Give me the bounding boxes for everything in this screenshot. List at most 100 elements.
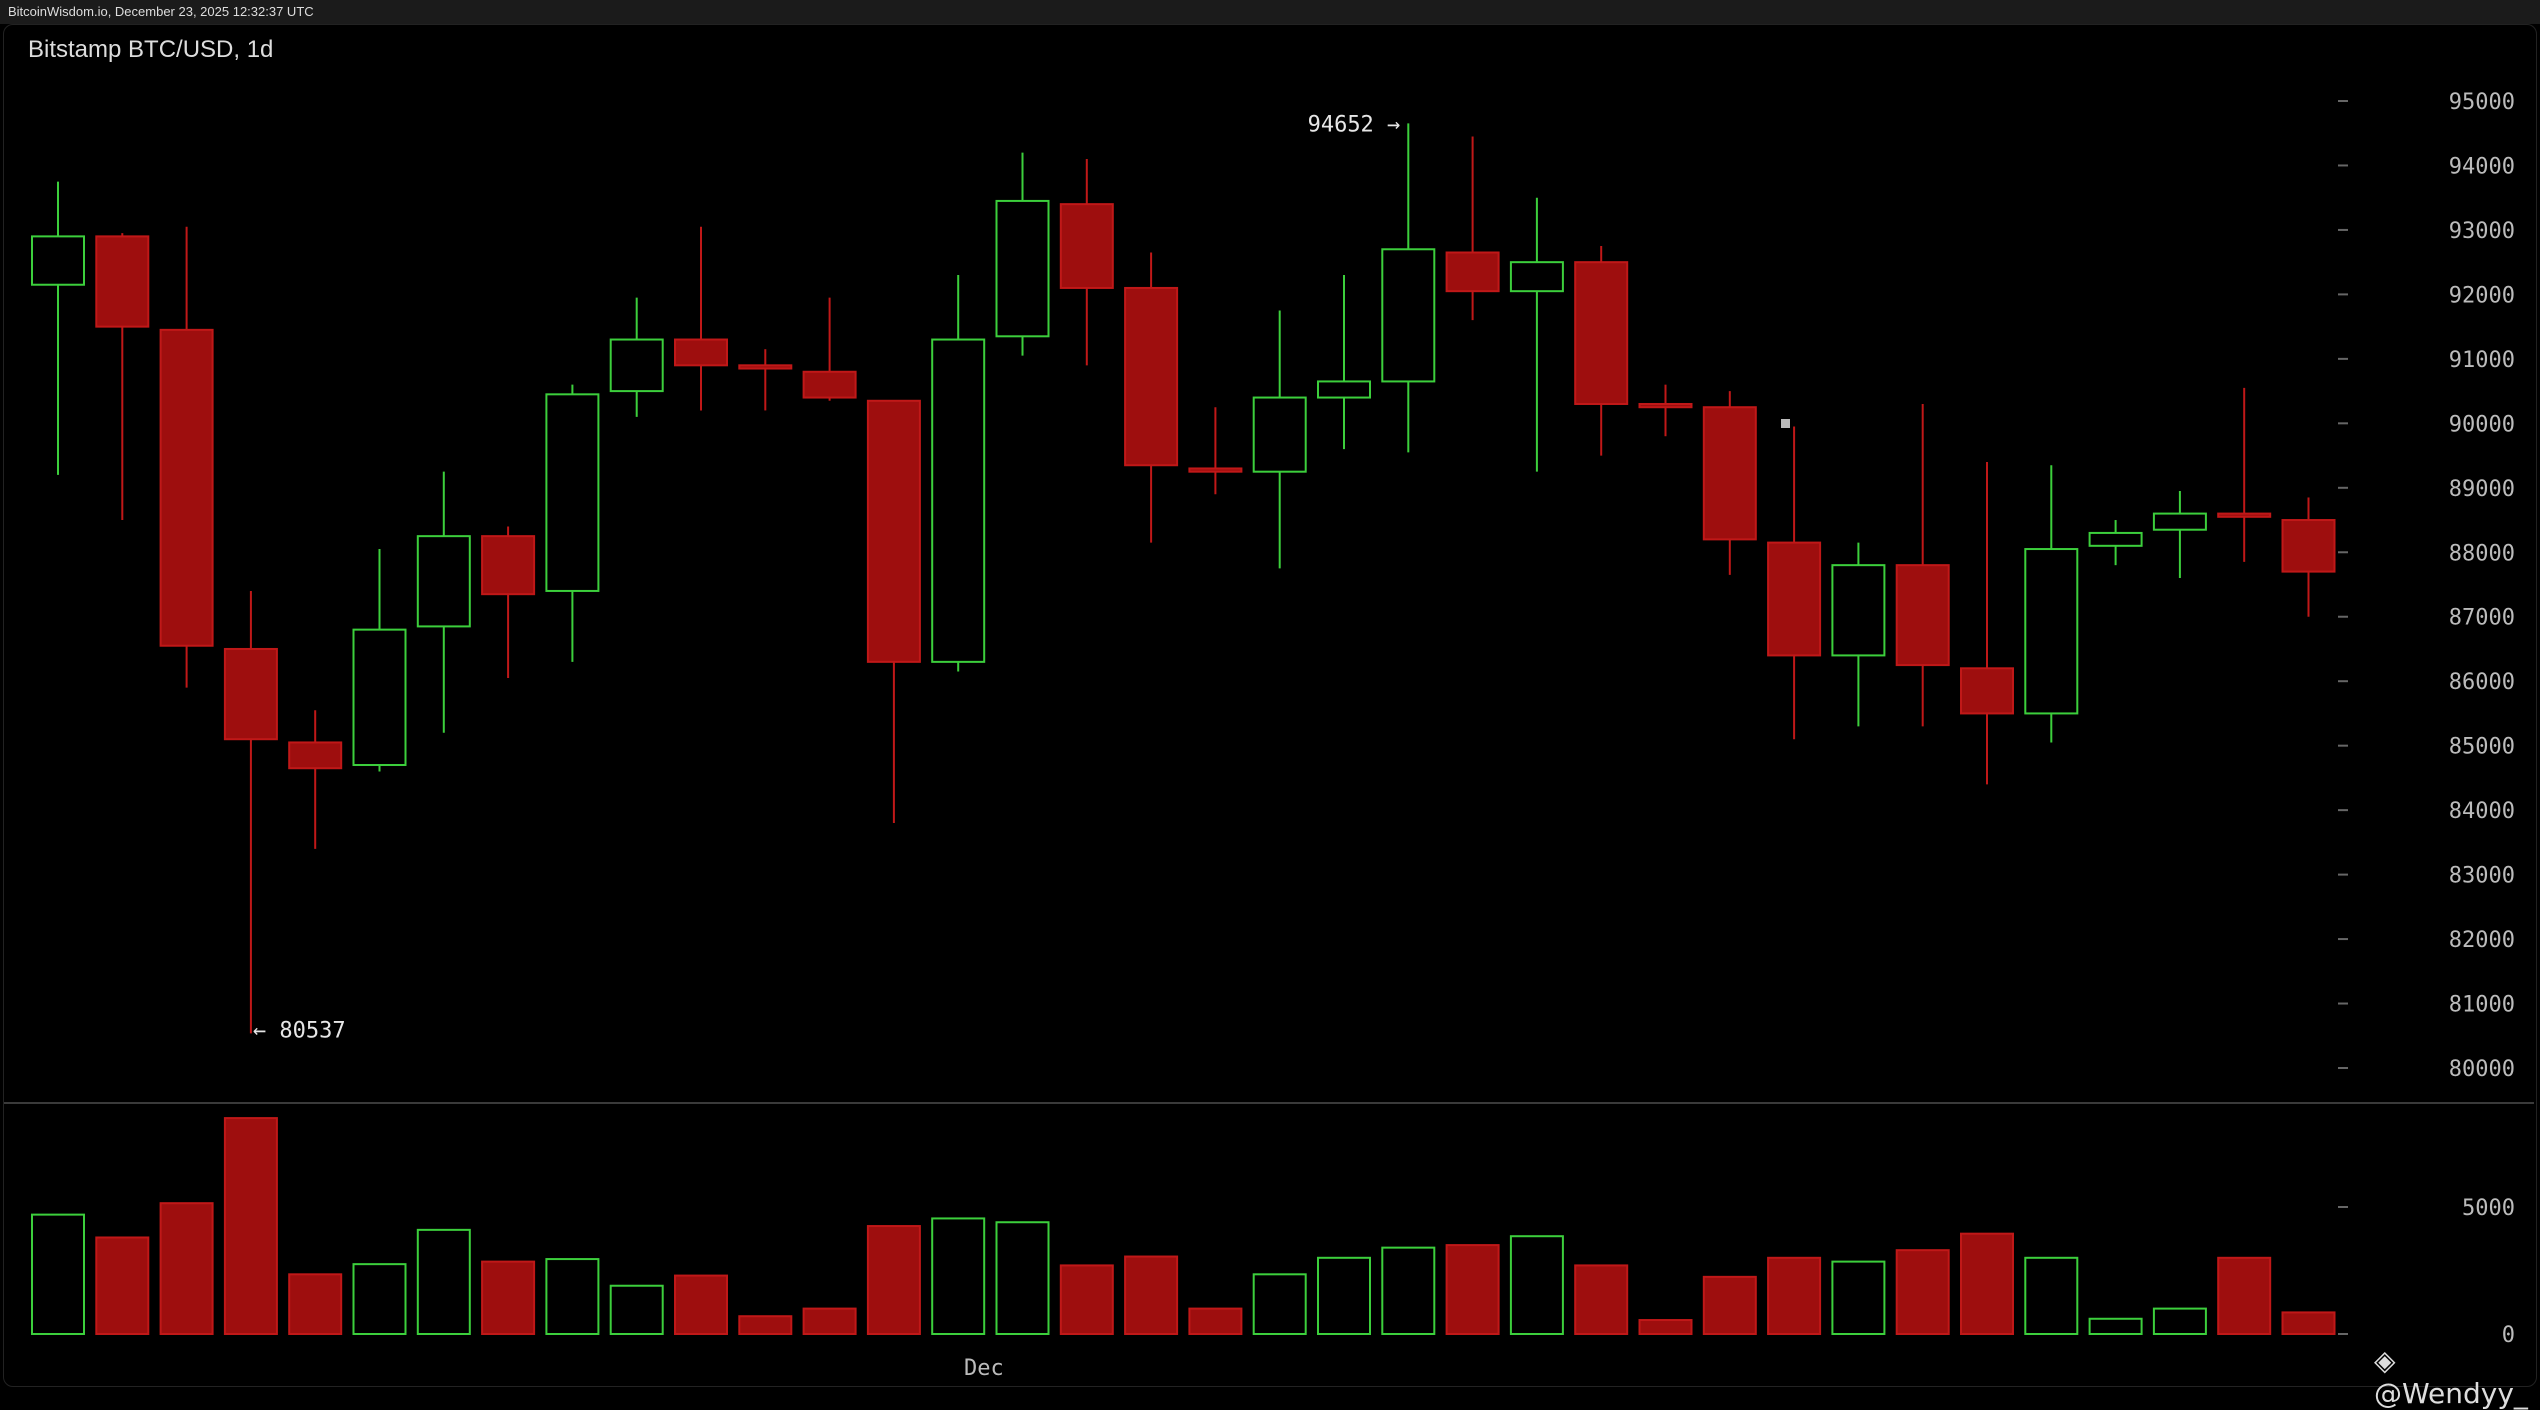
price-tick-label: 90000 <box>2449 412 2515 437</box>
candle-body <box>1895 564 1950 667</box>
candle <box>674 226 728 411</box>
candle-body <box>866 399 921 663</box>
candle-body <box>223 647 278 741</box>
cursor-marker <box>1781 419 1790 428</box>
volume-bar <box>995 1221 1050 1335</box>
price-tick-label: 85000 <box>2449 735 2515 760</box>
candle <box>1638 384 1693 437</box>
candle <box>31 181 85 475</box>
volume-bar <box>352 1263 407 1336</box>
price-tick-label: 92000 <box>2449 283 2515 308</box>
volume-bar <box>95 1236 150 1335</box>
candle <box>1509 197 1564 472</box>
volume-bar <box>2281 1311 2336 1336</box>
candle <box>931 275 986 672</box>
volume-bar <box>1124 1255 1179 1336</box>
volume-bar <box>223 1117 278 1335</box>
candle-body <box>738 364 793 370</box>
volume-bar <box>866 1225 921 1336</box>
candle-body <box>2152 512 2207 531</box>
price-annotation: ← 80537 <box>253 1018 346 1043</box>
candle <box>1252 310 1307 569</box>
volume-bar <box>1381 1246 1436 1336</box>
price-tick-label: 93000 <box>2449 219 2515 244</box>
volume-bar <box>2024 1256 2079 1336</box>
candle-body <box>1252 396 1307 473</box>
volume-bar <box>2217 1256 2272 1336</box>
candle-body <box>1381 248 1436 383</box>
price-tick-label: 87000 <box>2449 606 2515 631</box>
candle-body <box>1124 286 1179 467</box>
chart-title: Bitstamp BTC/USD, 1d <box>28 36 274 63</box>
candle <box>609 297 664 417</box>
candle-body <box>1509 261 1564 293</box>
candle <box>1381 123 1436 453</box>
candle-body <box>288 741 343 770</box>
price-axis: 80000 81000 82000 83000 84000 85000 86000 87000… <box>2338 90 2515 1082</box>
volume-bar <box>31 1213 85 1335</box>
volume-bar <box>1638 1319 1693 1336</box>
candle <box>2217 387 2272 562</box>
candle <box>1767 426 1822 740</box>
candle <box>2088 520 2143 566</box>
candle-body <box>416 535 471 628</box>
volume-bar <box>159 1202 214 1335</box>
volume-series <box>31 1117 2336 1336</box>
volume-bar <box>802 1307 857 1335</box>
candle <box>416 471 471 733</box>
candle-body <box>1960 667 2014 715</box>
candle-body <box>2024 548 2079 715</box>
volume-bar <box>1960 1232 2014 1336</box>
candle-body <box>1638 402 1693 409</box>
candle <box>1831 542 1886 727</box>
candle <box>288 710 343 849</box>
candle-body <box>802 370 857 399</box>
price-tick-label: 84000 <box>2449 799 2515 824</box>
candle-body <box>352 628 407 767</box>
candle <box>1188 407 1243 495</box>
watermark: ◈ @Wendyy_ <box>2374 1344 2540 1410</box>
candle <box>545 384 600 662</box>
candle <box>1960 462 2014 785</box>
candle <box>1445 136 1500 321</box>
candle-body <box>545 393 600 592</box>
candle <box>352 549 407 772</box>
candle <box>802 297 857 401</box>
volume-tick-label: 0 <box>2502 1323 2515 1348</box>
candle-body <box>95 235 150 328</box>
candle <box>2152 491 2207 579</box>
volume-bar <box>1059 1264 1114 1336</box>
price-tick-label: 83000 <box>2449 864 2515 889</box>
price-tick-label: 94000 <box>2449 154 2515 179</box>
candle-body <box>1188 467 1243 473</box>
candle-body <box>995 199 1050 338</box>
candle-body <box>159 328 214 647</box>
volume-axis: 0 5000 <box>2338 1196 2515 1348</box>
candle <box>1574 246 1629 456</box>
price-tick-label: 91000 <box>2449 348 2515 373</box>
candle <box>2024 465 2079 743</box>
chart-frame <box>3 24 2537 1387</box>
candle <box>2281 497 2336 617</box>
candle <box>481 526 536 678</box>
price-tick-label: 86000 <box>2449 670 2515 695</box>
volume-bar <box>1702 1275 1757 1335</box>
volume-bar <box>1509 1235 1564 1335</box>
volume-bar <box>481 1260 536 1335</box>
volume-bar <box>738 1315 793 1335</box>
volume-bar <box>1188 1307 1243 1335</box>
volume-bar <box>1574 1264 1629 1336</box>
volume-bar <box>2088 1317 2143 1336</box>
candle-body <box>481 535 536 596</box>
volume-bar <box>288 1273 343 1336</box>
volume-bar <box>674 1274 728 1335</box>
volume-bar <box>2152 1307 2207 1335</box>
price-tick-label: 95000 <box>2449 90 2515 115</box>
candle-body <box>2281 519 2336 573</box>
candlestick-series <box>31 123 2336 1034</box>
price-annotations: 94652 → ← 80537 <box>253 112 1400 1043</box>
candle-body <box>1702 406 1757 541</box>
price-tick-label: 88000 <box>2449 541 2515 566</box>
volume-bar <box>416 1228 471 1335</box>
